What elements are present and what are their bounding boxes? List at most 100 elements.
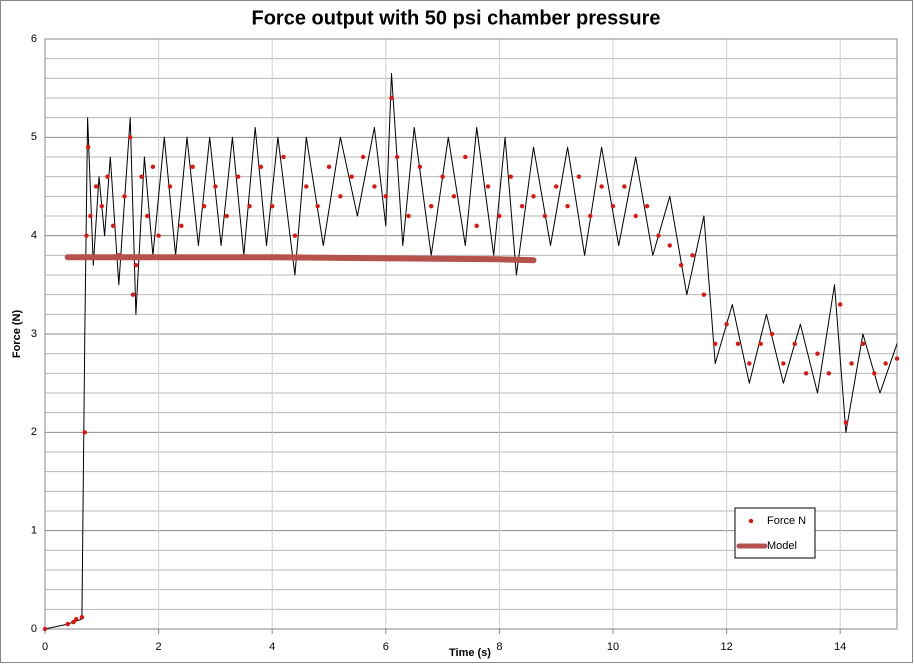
data-point bbox=[769, 331, 775, 337]
data-point bbox=[872, 371, 877, 376]
data-point bbox=[247, 203, 252, 209]
data-point bbox=[542, 213, 548, 219]
plot-frame bbox=[44, 38, 898, 630]
data-point bbox=[701, 292, 707, 297]
data-point bbox=[315, 203, 320, 209]
data-point bbox=[71, 619, 76, 625]
data-point bbox=[88, 213, 93, 219]
x-tick-label: 6 bbox=[383, 641, 389, 653]
data-point bbox=[417, 164, 423, 170]
y-tick-label: 4 bbox=[31, 230, 37, 242]
data-point bbox=[429, 203, 434, 209]
series-line bbox=[64, 254, 537, 264]
data-point bbox=[42, 626, 48, 632]
data-point bbox=[803, 371, 809, 376]
chart-title: Force output with 50 psi chamber pressur… bbox=[252, 7, 661, 29]
legend-label: Force N bbox=[767, 515, 806, 527]
data-point bbox=[860, 341, 866, 347]
x-tick-label: 12 bbox=[720, 641, 732, 653]
data-point bbox=[389, 95, 394, 101]
x-tick-label: 2 bbox=[156, 641, 162, 653]
data-point bbox=[497, 213, 502, 219]
data-point bbox=[145, 213, 150, 219]
y-tick-label: 0 bbox=[31, 623, 37, 635]
data-point bbox=[179, 223, 184, 229]
data-point bbox=[792, 341, 797, 347]
data-point bbox=[747, 361, 752, 366]
data-point bbox=[167, 184, 173, 189]
data-point bbox=[633, 213, 638, 219]
data-point bbox=[258, 164, 264, 170]
y-tick-label: 5 bbox=[31, 131, 37, 143]
data-point bbox=[622, 184, 627, 189]
data-point bbox=[139, 174, 144, 179]
data-point bbox=[105, 174, 110, 179]
data-point bbox=[349, 174, 354, 179]
data-point bbox=[610, 203, 616, 209]
y-tick-label: 6 bbox=[31, 33, 37, 45]
data-point bbox=[843, 420, 849, 425]
data-point bbox=[79, 615, 85, 620]
x-tick-label: 10 bbox=[607, 641, 619, 653]
data-point bbox=[156, 233, 161, 238]
y-tick-label: 3 bbox=[31, 328, 37, 340]
legend-box bbox=[734, 507, 816, 559]
data-point bbox=[190, 164, 195, 170]
data-point bbox=[451, 194, 457, 199]
legend-marker bbox=[748, 518, 754, 524]
data-point bbox=[110, 223, 116, 229]
data-point bbox=[508, 174, 513, 179]
data-point bbox=[894, 356, 900, 361]
data-point bbox=[84, 233, 89, 238]
data-point bbox=[440, 174, 445, 179]
data-point bbox=[224, 213, 229, 219]
data-point bbox=[133, 262, 139, 268]
data-point bbox=[826, 371, 832, 376]
data-point bbox=[338, 194, 343, 199]
data-point bbox=[292, 233, 298, 238]
data-point bbox=[85, 144, 91, 150]
y-tick-label: 2 bbox=[31, 426, 37, 438]
data-point bbox=[599, 184, 604, 189]
legend-label: Model bbox=[767, 540, 797, 552]
data-point bbox=[474, 223, 479, 229]
data-point bbox=[122, 194, 127, 199]
data-point bbox=[531, 194, 536, 199]
data-point bbox=[201, 203, 207, 209]
data-point bbox=[130, 292, 136, 297]
data-point bbox=[678, 262, 684, 268]
data-point bbox=[519, 203, 525, 209]
data-point bbox=[758, 341, 763, 347]
y-axis-label: Force (N) bbox=[11, 310, 23, 359]
data-point bbox=[360, 154, 366, 160]
data-point bbox=[281, 154, 286, 160]
data-point bbox=[667, 243, 672, 248]
x-tick-label: 0 bbox=[42, 641, 48, 653]
x-axis-label: Time (s) bbox=[449, 647, 491, 659]
data-point bbox=[485, 184, 491, 189]
data-point bbox=[270, 203, 275, 209]
data-point bbox=[150, 164, 156, 170]
data-point bbox=[849, 361, 854, 366]
data-point bbox=[576, 174, 582, 179]
data-point bbox=[65, 621, 70, 627]
data-point bbox=[838, 302, 843, 307]
data-point bbox=[383, 194, 388, 199]
data-point bbox=[656, 233, 661, 238]
data-point bbox=[304, 184, 309, 189]
data-point bbox=[554, 184, 559, 189]
data-point bbox=[735, 341, 741, 347]
data-point bbox=[93, 184, 99, 189]
x-tick-label: 4 bbox=[269, 641, 275, 653]
data-point bbox=[372, 184, 377, 189]
data-point bbox=[406, 213, 411, 219]
data-point bbox=[235, 174, 241, 179]
data-point bbox=[644, 203, 650, 209]
data-point bbox=[781, 361, 786, 366]
data-point bbox=[463, 154, 468, 160]
legend: Force N Model bbox=[734, 507, 816, 559]
data-point bbox=[724, 321, 729, 327]
series-line bbox=[44, 72, 898, 630]
